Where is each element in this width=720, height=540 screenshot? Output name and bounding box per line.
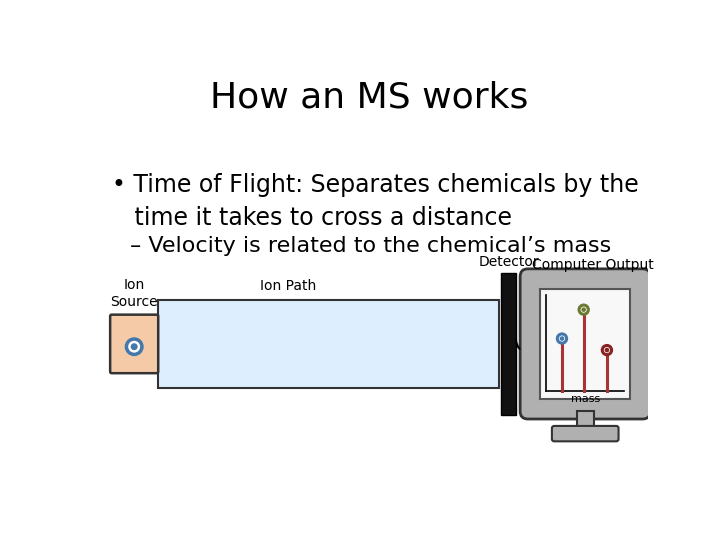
Text: Ion Path: Ion Path <box>260 280 316 294</box>
Circle shape <box>559 336 564 341</box>
FancyBboxPatch shape <box>110 315 158 373</box>
Text: mass: mass <box>571 394 600 403</box>
Bar <box>500 273 516 415</box>
Text: Computer Output: Computer Output <box>532 258 654 272</box>
FancyBboxPatch shape <box>520 269 650 419</box>
Circle shape <box>131 343 138 350</box>
Text: Ion
Source: Ion Source <box>110 278 158 308</box>
Bar <box>158 300 499 388</box>
Bar <box>540 289 630 399</box>
Text: How an MS works: How an MS works <box>210 80 528 114</box>
Circle shape <box>581 307 586 312</box>
FancyBboxPatch shape <box>552 426 618 441</box>
Text: Detector: Detector <box>478 255 539 269</box>
Circle shape <box>602 346 611 355</box>
Circle shape <box>127 339 142 354</box>
Circle shape <box>579 305 588 314</box>
Bar <box>577 411 594 428</box>
Circle shape <box>605 348 609 353</box>
Text: • Time of Flight: Separates chemicals by the
   time it takes to cross a distanc: • Time of Flight: Separates chemicals by… <box>112 173 639 230</box>
Circle shape <box>557 334 567 343</box>
Text: – Velocity is related to the chemical’s mass: – Velocity is related to the chemical’s … <box>130 236 611 256</box>
